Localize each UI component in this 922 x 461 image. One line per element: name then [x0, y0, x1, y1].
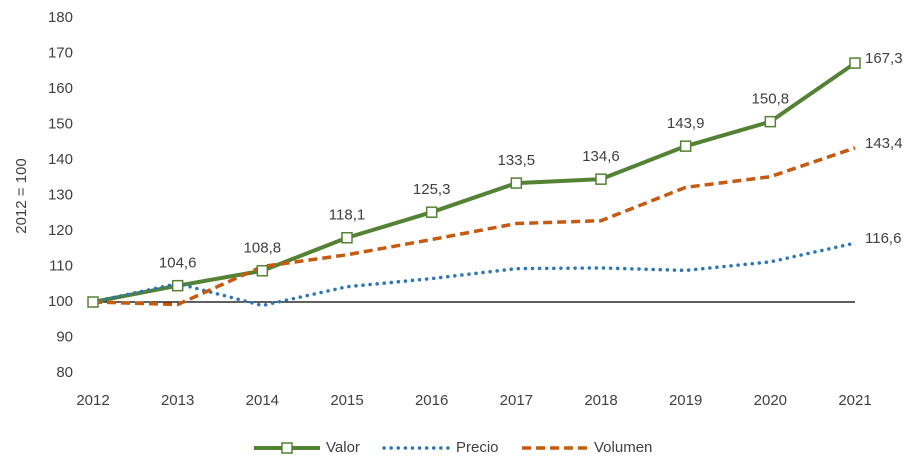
marker [849, 57, 861, 69]
y-tick-label: 130 [48, 186, 73, 203]
x-tick-label: 2021 [838, 392, 871, 409]
data-label: 150,8 [752, 91, 790, 108]
legend-label: Precio [456, 439, 499, 456]
marker [341, 231, 353, 244]
x-tick-label: 2014 [246, 392, 279, 409]
x-tick-label: 2018 [584, 392, 617, 409]
marker [679, 140, 692, 152]
marker [171, 279, 184, 292]
data-label: 143,4 [865, 135, 903, 152]
series-line [92, 146, 856, 307]
marker [425, 206, 438, 218]
x-tick-label: 2012 [76, 392, 109, 409]
y-tick-label: 180 [48, 9, 73, 26]
marker [256, 265, 269, 277]
data-label: 133,5 [498, 152, 536, 169]
x-tick-label: 2017 [500, 392, 533, 409]
data-label: 143,9 [667, 115, 705, 132]
data-label: 167,3 [865, 50, 903, 67]
x-tick-label: 2015 [330, 392, 363, 409]
data-label: 134,6 [582, 148, 620, 165]
marker [87, 296, 99, 308]
x-tick-label: 2020 [754, 392, 787, 409]
legend-marker [281, 442, 293, 454]
x-tick-label: 2019 [669, 392, 702, 409]
y-tick-label: 150 [48, 115, 73, 132]
series-line [92, 61, 857, 304]
data-label: 116,6 [865, 230, 901, 247]
y-axis-label: 2012 = 100 [13, 158, 30, 234]
y-tick-label: 120 [48, 222, 73, 239]
marker [510, 177, 523, 189]
legend-label: Volumen [594, 439, 652, 456]
data-label: 125,3 [413, 181, 451, 198]
y-tick-label: 100 [48, 293, 73, 310]
legend-label: Valor [326, 439, 360, 456]
x-tick-label: 2016 [415, 392, 448, 409]
marker [595, 173, 607, 185]
data-label: 108,8 [244, 240, 282, 257]
y-tick-label: 140 [48, 151, 73, 168]
y-tick-label: 110 [49, 257, 73, 274]
data-label: 118,1 [329, 207, 365, 224]
y-tick-label: 90 [56, 328, 73, 345]
y-tick-label: 80 [56, 364, 73, 381]
series-line [91, 241, 857, 308]
y-tick-label: 160 [48, 80, 73, 97]
x-tick-label: 2013 [161, 392, 194, 409]
data-label: 104,6 [159, 255, 197, 272]
marker [764, 115, 777, 128]
y-tick-label: 170 [48, 44, 73, 61]
